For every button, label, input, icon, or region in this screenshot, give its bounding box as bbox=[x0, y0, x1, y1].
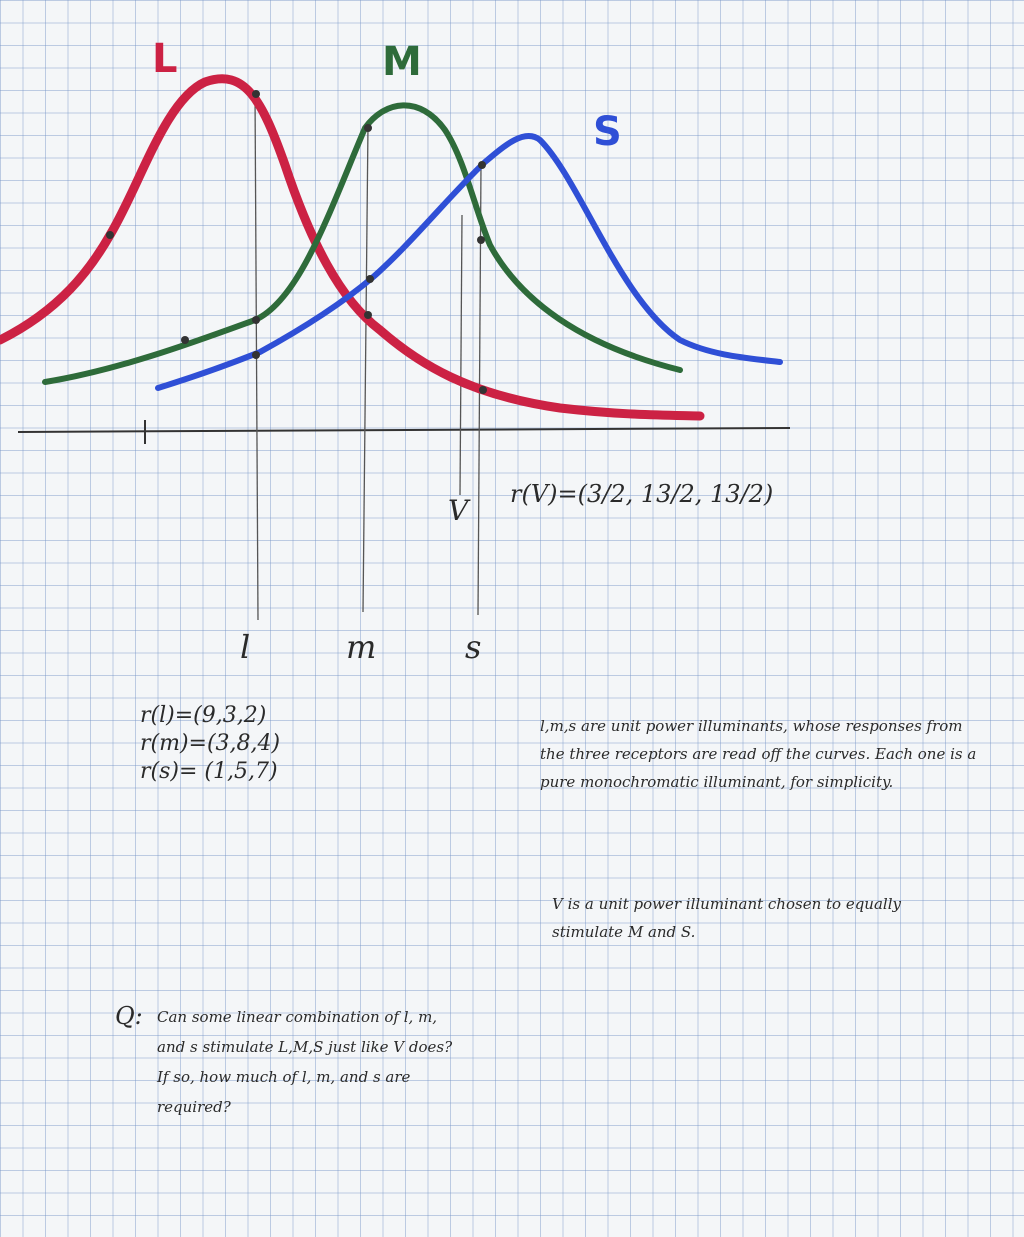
question-label: Q: bbox=[115, 1002, 143, 1030]
label-L: L bbox=[152, 36, 178, 82]
response-l: r(l)=(9,3,2) bbox=[140, 703, 267, 728]
curve-S bbox=[155, 132, 783, 391]
mark-m: m bbox=[346, 628, 376, 666]
mark-s: s bbox=[465, 628, 481, 666]
label-M: M bbox=[382, 39, 422, 85]
response-m: r(m)=(3,8,4) bbox=[140, 731, 281, 756]
v-explanation-text: V is a unit power illuminant chosen to e… bbox=[552, 895, 901, 941]
m-guide-line bbox=[362, 124, 369, 613]
explanation-text: l,m,s are unit power illuminants, whose … bbox=[540, 717, 977, 791]
question-block: Q: Can some linear combination of l, m, … bbox=[115, 1002, 455, 1122]
intersection-dots bbox=[106, 90, 487, 394]
response-list: r(l)=(9,3,2) r(m)=(3,8,4) r(s)= (1,5,7) bbox=[140, 702, 280, 786]
x-axis bbox=[17, 427, 791, 433]
v-guide-line bbox=[459, 214, 463, 496]
question-text: Can some linear combination of l, m, and… bbox=[157, 1008, 453, 1116]
rv-formula: r(V)=(3/2, 13/2, 13/2) bbox=[510, 480, 773, 508]
label-S: S bbox=[593, 109, 622, 155]
response-s: r(s)= (1,5,7) bbox=[140, 759, 278, 784]
mark-l: l bbox=[240, 628, 250, 666]
curve-M bbox=[42, 102, 683, 385]
mark-V: V bbox=[448, 494, 471, 527]
